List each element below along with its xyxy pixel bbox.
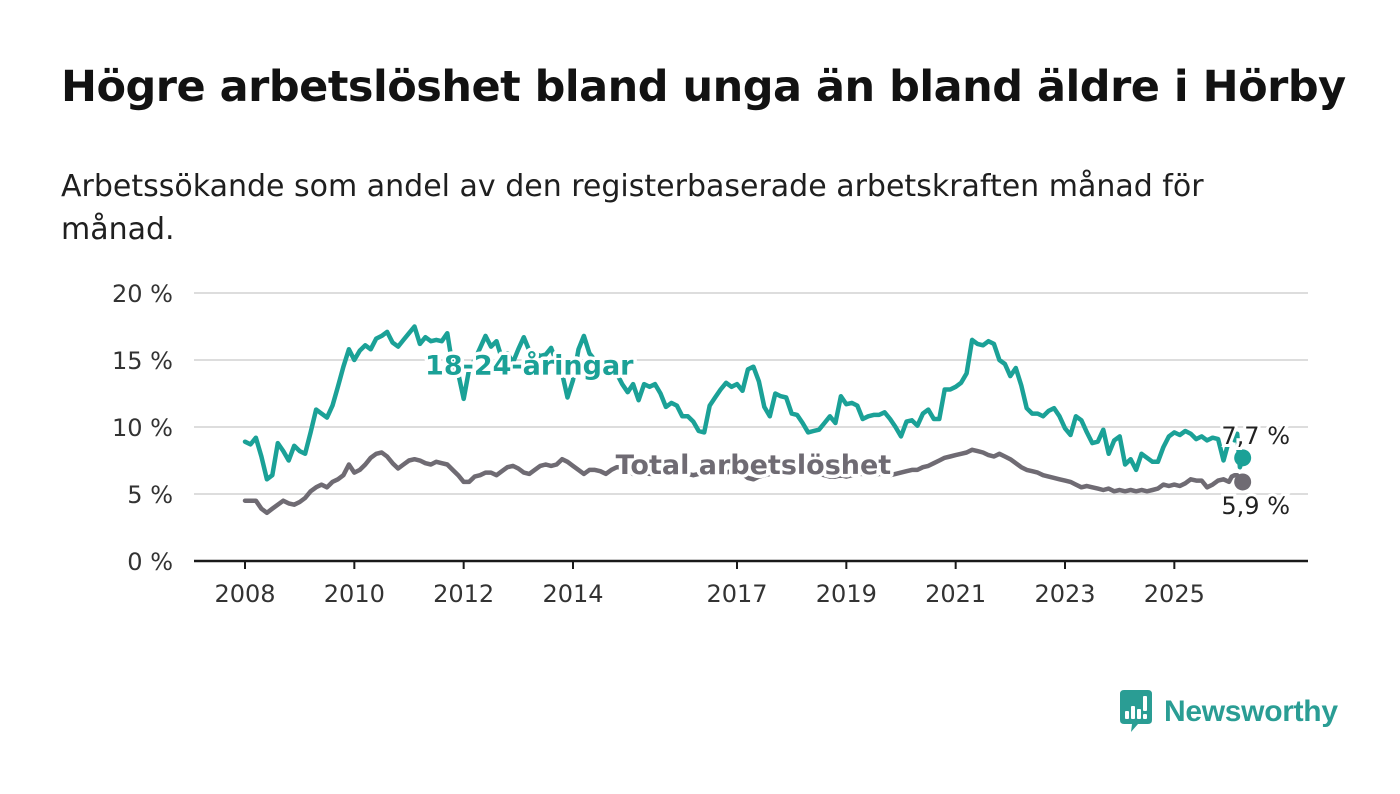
series-end-dot-0 — [1234, 449, 1252, 467]
x-tick-label: 2014 — [542, 580, 603, 608]
chart-subtitle: Arbetssökande som andel av den registerb… — [61, 169, 1204, 247]
y-tick-label: 10 % — [112, 414, 173, 442]
y-tick-label: 15 % — [112, 347, 173, 375]
gridlines — [194, 292, 1308, 563]
brand-logo: Newsworthy — [1118, 690, 1338, 734]
series-line-1 — [242, 447, 1245, 516]
series-labels: 18-24-åringar Total arbetslöshet 7,7 % 5,9 … — [422, 346, 1293, 523]
series-label-1: Total arbetslöshet — [616, 450, 892, 481]
x-tick-label: 2019 — [816, 580, 877, 608]
newsworthy-logo-icon — [1120, 690, 1152, 732]
x-tick-label: 2017 — [706, 580, 767, 608]
y-tick-label: 0 % — [127, 548, 173, 576]
series — [242, 324, 1252, 516]
end-label-youth: 7,7 % — [1221, 422, 1290, 450]
x-tick-label: 2012 — [433, 580, 494, 608]
brand-name: Newsworthy — [1164, 695, 1338, 728]
chart-title: Högre arbetslöshet bland unga än bland ä… — [61, 62, 1346, 112]
series-label-0: 18-24-åringar — [425, 350, 634, 382]
x-tick-label: 2025 — [1144, 580, 1205, 608]
x-tick-label: 2023 — [1034, 580, 1095, 608]
x-tick-label: 2021 — [925, 580, 986, 608]
series-end-dot-1 — [1234, 473, 1252, 491]
x-axis-ticks: 2008 2010 2012 2014 2017 2019 2021 2023 2025 — [214, 561, 1205, 608]
y-tick-label: 5 % — [127, 481, 173, 509]
end-label-total: 5,9 % — [1221, 492, 1290, 520]
x-tick-label: 2010 — [324, 580, 385, 608]
x-tick-label: 2008 — [214, 580, 275, 608]
series-line-0 — [242, 324, 1245, 482]
y-tick-label: 20 % — [112, 280, 173, 308]
y-axis-ticks: 0 % 5 % 10 % 15 % 20 % — [112, 280, 173, 576]
